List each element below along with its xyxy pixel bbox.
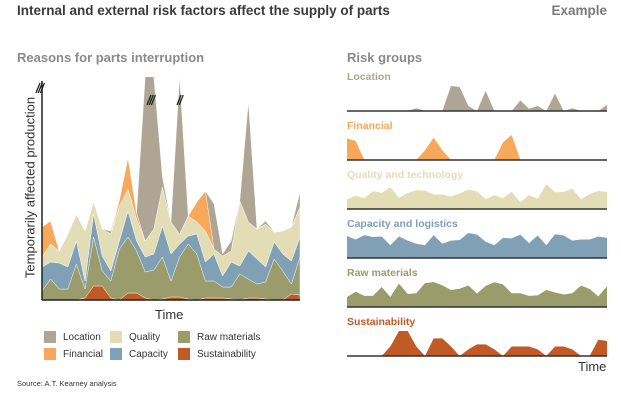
- legend-label: Capacity: [129, 348, 168, 360]
- panel-area-financial: [347, 135, 607, 160]
- legend-swatch: [110, 331, 122, 343]
- legend-label: Location: [63, 331, 101, 343]
- risk-group-label: Location: [347, 71, 391, 83]
- axis-break-mark: [146, 94, 152, 106]
- panel-area-raw: [347, 282, 607, 307]
- risk-groups-x-axis-label: Time: [578, 359, 607, 374]
- risk-group-label: Quality and technology: [347, 169, 464, 181]
- risk-group-label: Raw materials: [347, 267, 418, 279]
- page-title: Internal and external risk factors affec…: [17, 3, 390, 18]
- legend-item: Financial: [44, 348, 103, 360]
- legend-item: Sustainability: [178, 348, 256, 360]
- risk-group-label: Sustainability: [347, 316, 416, 328]
- axis-break-mark: [176, 94, 182, 106]
- legend-item: Capacity: [110, 348, 168, 360]
- legend-label: Quality: [129, 331, 161, 343]
- x-axis-label: Time: [155, 307, 184, 322]
- legend-item: Quality: [110, 331, 160, 343]
- legend-label: Sustainability: [197, 348, 256, 360]
- legend-swatch: [178, 331, 190, 343]
- legend-item: Location: [44, 331, 101, 343]
- source-note: Source: A.T. Kearney analysis: [17, 379, 117, 388]
- axis-break-mark: [148, 94, 154, 106]
- right-chart-title: Risk groups: [347, 50, 423, 65]
- legend-label: Financial: [63, 348, 104, 360]
- axis-break-mark: [37, 82, 43, 94]
- axis-break-mark: [35, 82, 41, 94]
- panel-area-sustainability: [347, 331, 607, 356]
- area-location: [42, 77, 301, 257]
- legend-swatch: [44, 348, 56, 360]
- legend-swatch: [178, 348, 190, 360]
- legend-label: Raw materials: [197, 331, 261, 343]
- example-tag: Example: [551, 3, 607, 18]
- axis-break-mark: [39, 82, 46, 94]
- legend-item: Raw materials: [178, 331, 260, 343]
- left-chart-title: Reasons for parts interruption: [17, 50, 205, 65]
- risk-group-label: Financial: [347, 120, 393, 132]
- axis-break-mark: [150, 94, 157, 106]
- legend-swatch: [110, 348, 122, 360]
- panel-area-quality: [347, 184, 607, 209]
- legend-swatch: [44, 331, 56, 343]
- panel-area-capacity: [347, 233, 607, 258]
- axis-break-mark: [178, 94, 184, 106]
- risk-group-label: Capacity and logistics: [347, 218, 458, 230]
- panel-area-location: [347, 86, 607, 111]
